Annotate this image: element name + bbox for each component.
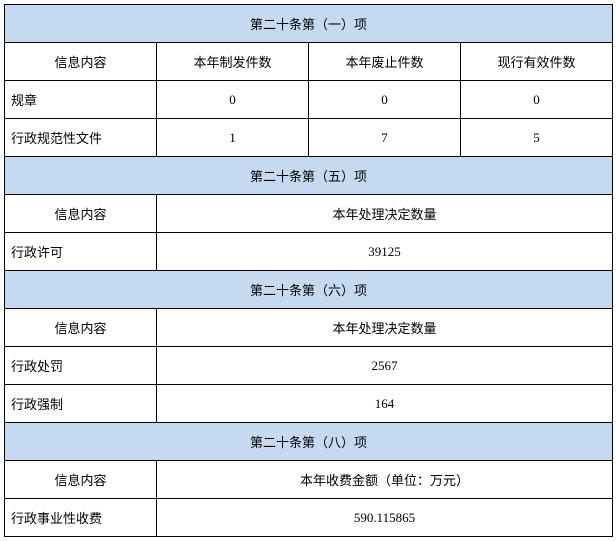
section6-title-row: 第二十条第（六）项 <box>5 271 613 309</box>
section8-header-row: 信息内容 本年收费金额（单位：万元） <box>5 461 613 499</box>
section1-row0-issued: 0 <box>157 81 309 119</box>
section1-title: 第二十条第（一）项 <box>5 5 613 43</box>
section5-title-row: 第二十条第（五）项 <box>5 157 613 195</box>
section1-row0-abolished: 0 <box>309 81 461 119</box>
section1-title-row: 第二十条第（一）项 <box>5 5 613 43</box>
section1-col-valid: 现行有效件数 <box>461 43 613 81</box>
section1-col-info: 信息内容 <box>5 43 157 81</box>
section1-row-0: 规章 0 0 0 <box>5 81 613 119</box>
section1-col-abolished: 本年废止件数 <box>309 43 461 81</box>
section1-row1-valid: 5 <box>461 119 613 157</box>
section6-header-row: 信息内容 本年处理决定数量 <box>5 309 613 347</box>
section1-row1-label: 行政规范性文件 <box>5 119 157 157</box>
section1-row1-issued: 1 <box>157 119 309 157</box>
section8-row-0: 行政事业性收费 590.115865 <box>5 499 613 537</box>
section5-row-0: 行政许可 39125 <box>5 233 613 271</box>
section8-col-info: 信息内容 <box>5 461 157 499</box>
section5-title: 第二十条第（五）项 <box>5 157 613 195</box>
section1-row1-abolished: 7 <box>309 119 461 157</box>
section5-col-info: 信息内容 <box>5 195 157 233</box>
section1-col-issued: 本年制发件数 <box>157 43 309 81</box>
section8-title: 第二十条第（八）项 <box>5 423 613 461</box>
section1-row-1: 行政规范性文件 1 7 5 <box>5 119 613 157</box>
section6-row0-value: 2567 <box>157 347 613 385</box>
section6-row-0: 行政处罚 2567 <box>5 347 613 385</box>
section1-header-row: 信息内容 本年制发件数 本年废止件数 现行有效件数 <box>5 43 613 81</box>
section5-row0-label: 行政许可 <box>5 233 157 271</box>
section6-row0-label: 行政处罚 <box>5 347 157 385</box>
section8-title-row: 第二十条第（八）项 <box>5 423 613 461</box>
section6-row1-label: 行政强制 <box>5 385 157 423</box>
section6-row-1: 行政强制 164 <box>5 385 613 423</box>
section6-row1-value: 164 <box>157 385 613 423</box>
section5-col-decisions: 本年处理决定数量 <box>157 195 613 233</box>
section8-row0-value: 590.115865 <box>157 499 613 537</box>
section6-col-info: 信息内容 <box>5 309 157 347</box>
section8-row0-label: 行政事业性收费 <box>5 499 157 537</box>
section5-row0-value: 39125 <box>157 233 613 271</box>
section1-row0-valid: 0 <box>461 81 613 119</box>
section5-header-row: 信息内容 本年处理决定数量 <box>5 195 613 233</box>
section6-col-decisions: 本年处理决定数量 <box>157 309 613 347</box>
disclosure-table: 第二十条第（一）项 信息内容 本年制发件数 本年废止件数 现行有效件数 规章 0… <box>4 4 613 537</box>
section1-row0-label: 规章 <box>5 81 157 119</box>
section8-col-fees: 本年收费金额（单位：万元） <box>157 461 613 499</box>
section6-title: 第二十条第（六）项 <box>5 271 613 309</box>
